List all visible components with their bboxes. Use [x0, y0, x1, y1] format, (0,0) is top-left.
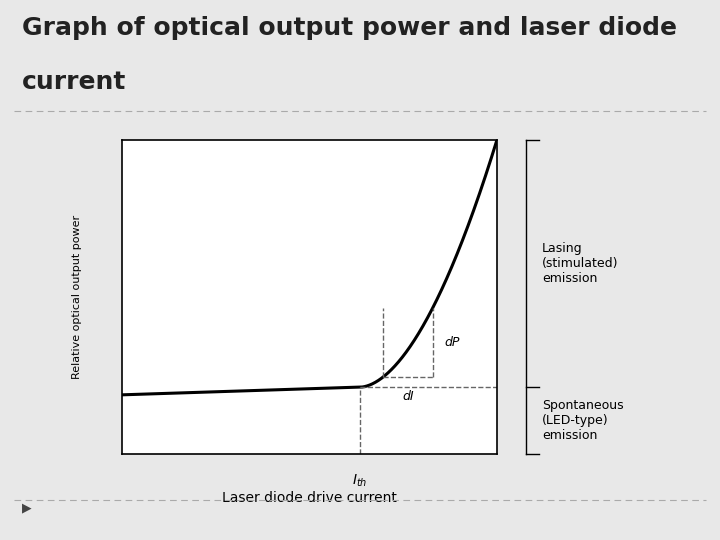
Text: current: current [22, 70, 126, 94]
Text: Relative optical output power: Relative optical output power [73, 215, 83, 379]
Text: dP: dP [444, 336, 459, 349]
Text: dI: dI [402, 390, 413, 403]
Text: Lasing
(stimulated)
emission: Lasing (stimulated) emission [542, 242, 618, 285]
Text: $I_{th}$: $I_{th}$ [352, 472, 367, 489]
Text: Graph of optical output power and laser diode: Graph of optical output power and laser … [22, 16, 677, 40]
Text: Spontaneous
(LED-type)
emission: Spontaneous (LED-type) emission [542, 399, 624, 442]
Text: Laser diode drive current: Laser diode drive current [222, 491, 397, 505]
Text: ▶: ▶ [22, 501, 31, 514]
